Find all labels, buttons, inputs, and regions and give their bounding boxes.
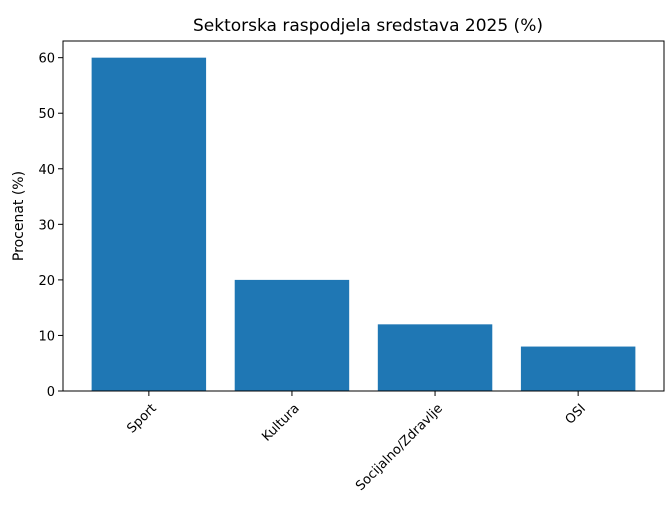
chart-title: Sektorska raspodjela sredstava 2025 (%) — [193, 16, 543, 36]
y-tick-label: 60 — [38, 52, 55, 67]
x-tick-label-socijalno-zdravlje: Socijalno/Zdravlje — [353, 401, 446, 494]
y-tick-label: 40 — [38, 163, 55, 178]
y-axis-label: Procenat (%) — [11, 171, 27, 261]
x-tick-label-kultura: Kultura — [259, 401, 302, 444]
x-tick-label-sport: Sport — [124, 401, 159, 436]
bar-sport — [91, 57, 207, 392]
y-tick-label: 20 — [38, 274, 55, 289]
plot-frame — [62, 40, 665, 392]
y-tick-label: 10 — [38, 329, 55, 344]
x-ticks-group: Sport Kultura Socijalno/Zdravlje OSI — [124, 391, 589, 494]
bar-osi — [520, 346, 636, 391]
bar-socijalno-zdravlje — [377, 324, 493, 391]
bar-kultura — [234, 279, 350, 391]
bars-group — [91, 57, 636, 392]
y-tick-label: 30 — [38, 218, 55, 233]
y-ticks-group: 0 10 20 30 40 50 60 — [38, 52, 63, 400]
y-tick-label: 0 — [47, 385, 55, 400]
y-tick-label: 50 — [38, 107, 55, 122]
x-tick-label-osi: OSI — [563, 401, 589, 427]
